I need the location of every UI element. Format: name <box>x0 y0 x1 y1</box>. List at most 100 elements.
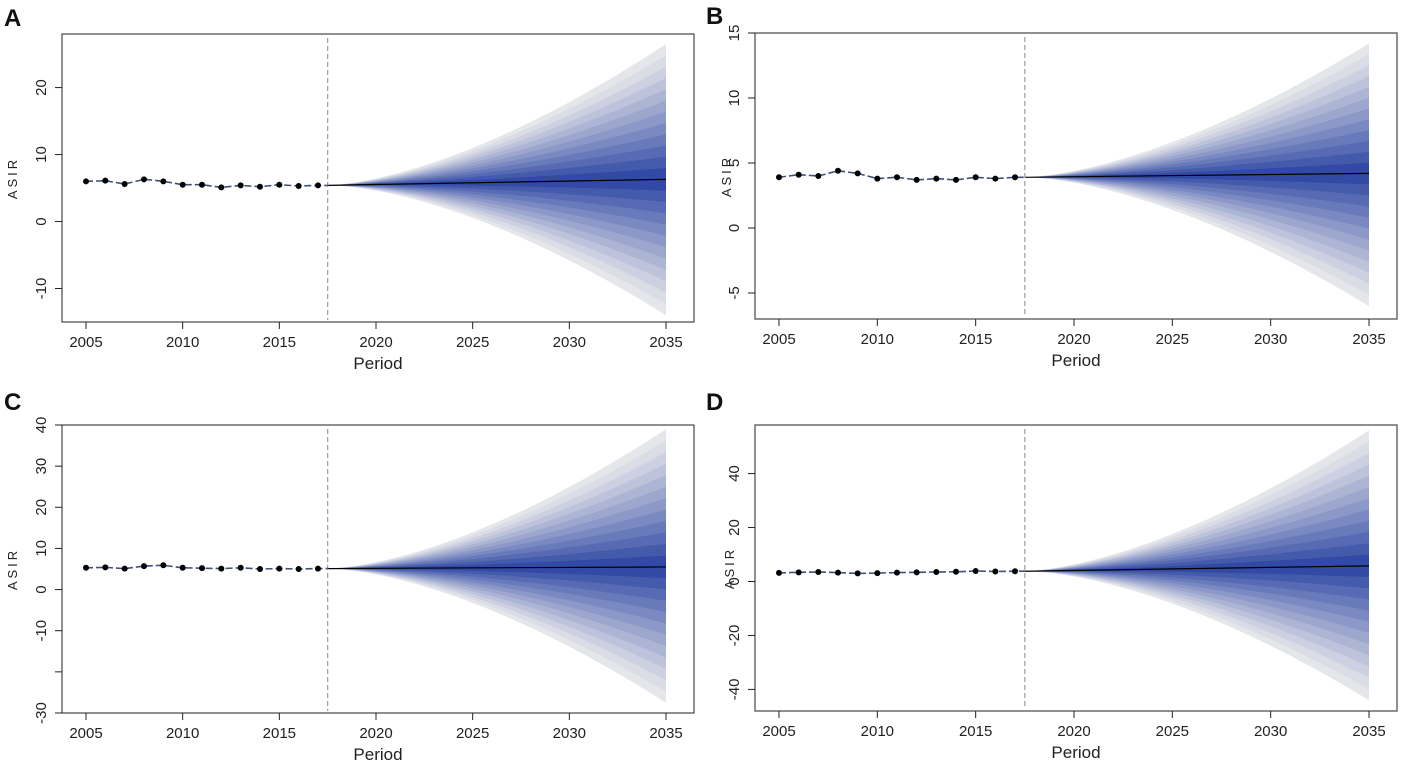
x-tick-label: 2015 <box>263 725 296 742</box>
observed-point <box>835 569 841 576</box>
observed-point <box>933 175 940 182</box>
observed-series-line <box>85 564 328 570</box>
y-tick-label: 10 <box>726 90 743 107</box>
y-tick-label: 0 <box>726 577 743 585</box>
y-tick-label: 10 <box>33 146 50 163</box>
forecast-fan <box>1024 430 1369 701</box>
x-tick-label: 2005 <box>762 723 795 740</box>
forecast-median-line <box>1024 172 1370 178</box>
observed-point <box>237 564 244 571</box>
observed-point <box>276 181 283 188</box>
observed-point <box>913 176 920 183</box>
observed-point <box>854 170 861 177</box>
chart-panel-c: 2005 2010 2015 2020 2025 2030 2035Period-30-10… <box>4 389 695 764</box>
observed-point <box>894 569 900 576</box>
chart-panel-a: 2005 2010 2015 2020 2025 2030 2035 Period -10 0 10… <box>4 5 695 373</box>
observed-series-line <box>778 169 1025 181</box>
observed-point <box>913 569 920 576</box>
x-tick-label: 2025 <box>456 334 489 351</box>
observed-point <box>972 567 979 574</box>
observed-point <box>218 565 225 572</box>
x-tick-label: 2005 <box>762 331 795 348</box>
forecast-band <box>1024 554 1369 577</box>
plot-frame <box>61 33 695 323</box>
observed-point <box>776 174 782 181</box>
forecast-median-line <box>327 566 667 570</box>
y-tick-label: 20 <box>726 519 743 536</box>
observed-point <box>121 565 128 572</box>
x-tick-label: 2020 <box>359 725 392 742</box>
observed-point <box>874 175 881 182</box>
observed-point <box>315 182 321 189</box>
x-axis: 2005 2010 2015 2020 2025 2030 2035 <box>69 322 683 351</box>
observed-point <box>276 565 283 572</box>
y-tick-label: -10 <box>33 620 50 642</box>
x-tick-label: 2005 <box>69 725 102 742</box>
x-tick-label: 2010 <box>861 331 894 348</box>
observed-point <box>1012 568 1018 575</box>
y-axis: -30 -10 0 10 20 30 40 <box>33 417 62 724</box>
y-tick-label: 40 <box>33 417 50 434</box>
observed-point <box>199 565 205 572</box>
x-tick-label: 2010 <box>166 725 199 742</box>
x-tick-label: 2020 <box>359 334 392 351</box>
y-axis: -10 0 10 20 <box>33 79 62 299</box>
y-tick-label: 15 <box>726 25 743 42</box>
x-tick-label: 2035 <box>649 334 682 351</box>
y-tick-label: 0 <box>726 224 743 232</box>
observed-point <box>953 568 959 575</box>
observed-point <box>972 174 979 181</box>
observed-point <box>160 562 167 569</box>
x-tick-label: 2015 <box>959 723 992 740</box>
observed-point <box>160 178 167 185</box>
panel-letter: C <box>4 389 21 416</box>
observed-point <box>218 184 225 191</box>
x-axis-title: Period <box>1051 743 1100 762</box>
x-tick-label: 2025 <box>456 725 489 742</box>
observed-point <box>953 176 959 183</box>
observed-series-line <box>85 178 328 189</box>
x-axis-title: Period <box>353 745 402 764</box>
x-axis: 2005 2010 2015 2020 2025 2030 2035 <box>762 711 1386 740</box>
observed-point <box>179 181 186 188</box>
x-tick-label: 2035 <box>1352 723 1385 740</box>
observed-point <box>83 178 89 185</box>
plot-frame <box>754 32 1398 320</box>
forecast-median-line <box>1024 565 1370 572</box>
x-axis-title: Period <box>1051 351 1100 370</box>
observed-point <box>121 181 128 188</box>
chart-panel-d: 2005 2010 2015 2020 2025 2030 2035 Period -40 -20… <box>706 389 1398 762</box>
observed-point <box>874 570 881 577</box>
observed-series-line <box>778 570 1025 575</box>
y-tick-label: -40 <box>726 679 743 701</box>
y-tick-label: 20 <box>33 79 50 96</box>
observed-point <box>102 177 109 184</box>
plot-frame <box>754 424 1398 712</box>
x-tick-label: 2010 <box>166 334 199 351</box>
y-axis-title: ASIR <box>5 157 20 199</box>
y-axis: -40 -20 0 20 40 <box>726 465 755 700</box>
panel-letter: A <box>4 5 21 32</box>
forecast-median-line <box>327 178 667 186</box>
observed-point <box>776 569 782 576</box>
chart-panel-b: 2005 2010 2015 2020 2025 2030 2035 Period -5 0 5 10… <box>706 3 1398 370</box>
observed-point <box>179 564 186 571</box>
y-tick-label: -20 <box>726 625 743 647</box>
observed-point <box>835 167 841 174</box>
x-axis-title: Period <box>353 354 402 373</box>
observed-point <box>854 570 861 577</box>
observed-point <box>141 563 147 570</box>
observed-point <box>237 182 244 189</box>
observed-point <box>102 564 109 571</box>
observed-point <box>894 174 900 181</box>
x-tick-label: 2005 <box>69 334 102 351</box>
observed-point <box>815 569 822 576</box>
x-tick-label: 2025 <box>1156 331 1189 348</box>
forecast-fan <box>327 429 666 703</box>
y-axis-title: ASIR <box>719 155 734 197</box>
observed-point <box>257 566 263 572</box>
panel-letter: B <box>706 3 723 30</box>
y-axis-title: ASIR <box>5 548 20 590</box>
y-axis: -5 0 5 10 15 <box>726 25 755 300</box>
